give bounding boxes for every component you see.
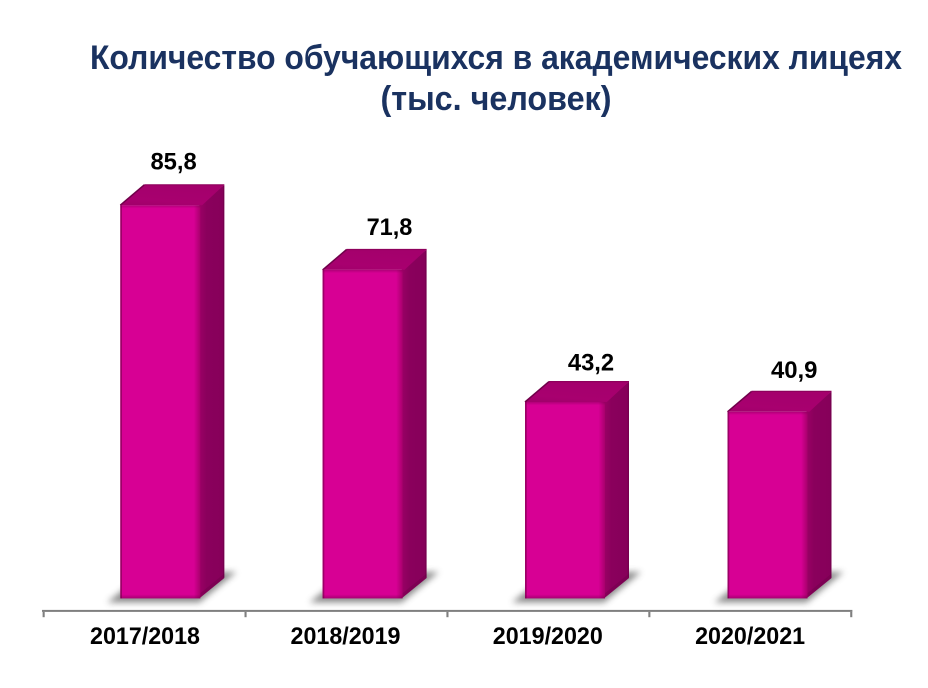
svg-text:2019/2020: 2019/2020 xyxy=(493,623,603,650)
svg-text:71,8: 71,8 xyxy=(367,214,413,241)
svg-text:2017/2018: 2017/2018 xyxy=(90,623,200,650)
svg-text:2020/2021: 2020/2021 xyxy=(695,623,805,650)
svg-text:Количество обучающихся в акаде: Количество обучающихся в академических л… xyxy=(90,39,902,77)
svg-text:(тыс. человек): (тыс. человек) xyxy=(381,80,612,118)
svg-text:40,9: 40,9 xyxy=(771,357,818,384)
svg-text:85,8: 85,8 xyxy=(150,149,196,176)
svg-text:2018/2019: 2018/2019 xyxy=(291,623,401,650)
svg-text:43,2: 43,2 xyxy=(568,349,614,376)
